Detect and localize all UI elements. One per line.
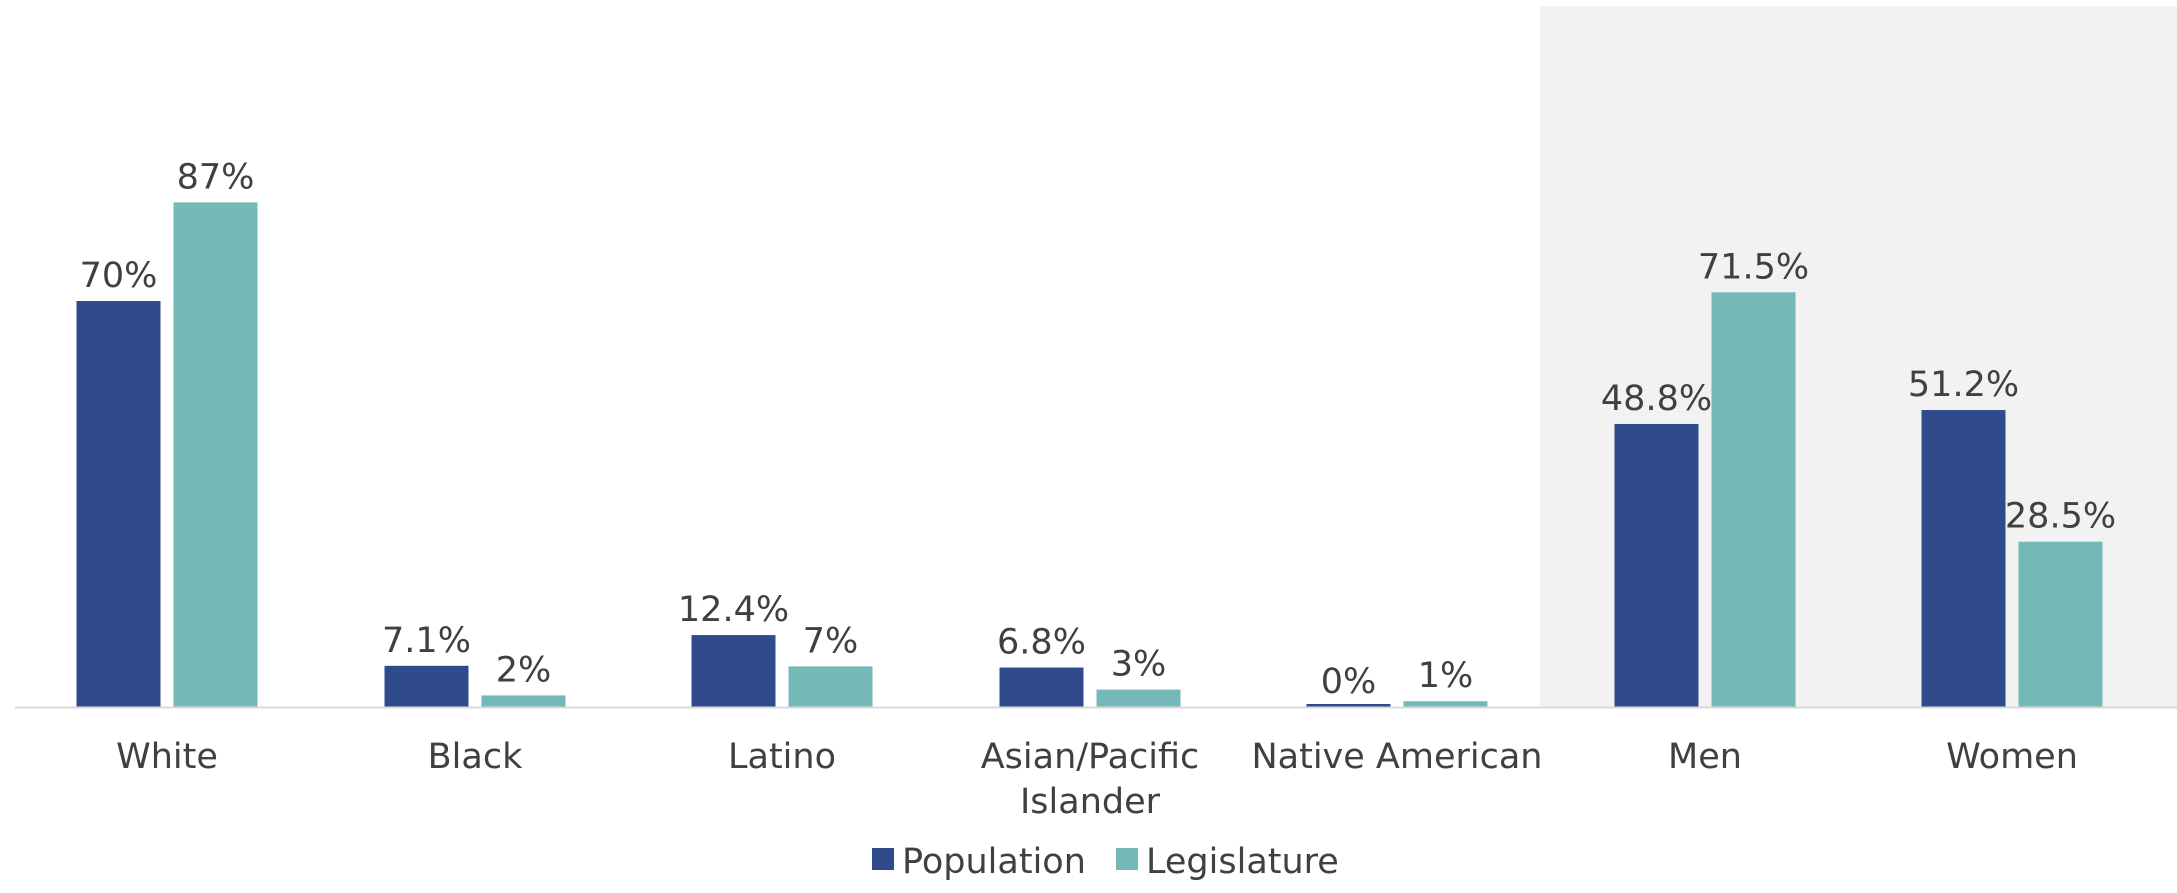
- bar-legislature-asian-pacific-islander: [1096, 689, 1181, 707]
- legend: Population Legislature: [872, 842, 1339, 882]
- value-label-population-black: 7.1%: [382, 621, 471, 661]
- value-label-legislature-asian-pacific-islander: 3%: [1111, 645, 1167, 685]
- value-label-population-women: 51.2%: [1908, 365, 2019, 405]
- category-label-white: White: [116, 737, 218, 777]
- value-label-legislature-latino: 7%: [803, 621, 859, 661]
- bar-population-asian-pacific-islander: [999, 667, 1084, 707]
- value-label-legislature-white: 87%: [177, 157, 255, 197]
- value-label-population-men: 48.8%: [1601, 379, 1712, 419]
- bar-population-native-american: [1306, 704, 1391, 707]
- category-label-native-american: Native American: [1251, 737, 1542, 777]
- category-label-asian-pacific-islander-line-2: Islander: [1020, 782, 1161, 822]
- category-label-latino: Latino: [728, 737, 836, 777]
- value-label-legislature-women: 28.5%: [2005, 497, 2116, 537]
- bar-legislature-white: [173, 202, 258, 707]
- legend-swatch-population: [872, 848, 894, 870]
- category-labels-group: White Black Latino Asian/Pacific Islander Nat…: [116, 737, 2078, 822]
- legend-label-legislature: Legislature: [1146, 842, 1339, 882]
- bar-population-white: [76, 301, 161, 707]
- legend-label-population: Population: [902, 842, 1086, 882]
- value-label-population-native-american: 0%: [1321, 662, 1377, 702]
- bars-group: [76, 202, 2103, 707]
- value-label-legislature-men: 71.5%: [1698, 247, 1809, 287]
- legend-swatch-legislature: [1116, 848, 1138, 870]
- bar-population-latino: [691, 635, 776, 707]
- value-label-population-white: 70%: [80, 256, 158, 296]
- bar-legislature-women: [2018, 541, 2103, 707]
- bar-population-women: [1921, 410, 2006, 707]
- value-label-legislature-native-american: 1%: [1418, 656, 1474, 696]
- bar-legislature-native-american: [1403, 701, 1488, 707]
- value-label-population-asian-pacific-islander: 6.8%: [997, 623, 1086, 663]
- bar-legislature-black: [481, 695, 566, 707]
- category-label-women: Women: [1946, 737, 2078, 777]
- value-labels-group: 70% 87% 7.1% 2% 12.4% 7% 6.8% 3% 0% 1% 48.8% 71.5% 5…: [80, 157, 2116, 702]
- value-label-population-latino: 12.4%: [678, 590, 789, 630]
- bar-legislature-men: [1711, 292, 1796, 707]
- category-label-asian-pacific-islander-line-1: Asian/Pacific: [981, 737, 1200, 777]
- category-label-men: Men: [1668, 737, 1742, 777]
- category-label-black: Black: [428, 737, 523, 777]
- bar-legislature-latino: [788, 666, 873, 707]
- bar-population-black: [384, 665, 469, 707]
- value-label-legislature-black: 2%: [496, 650, 552, 690]
- bar-population-men: [1614, 423, 1699, 707]
